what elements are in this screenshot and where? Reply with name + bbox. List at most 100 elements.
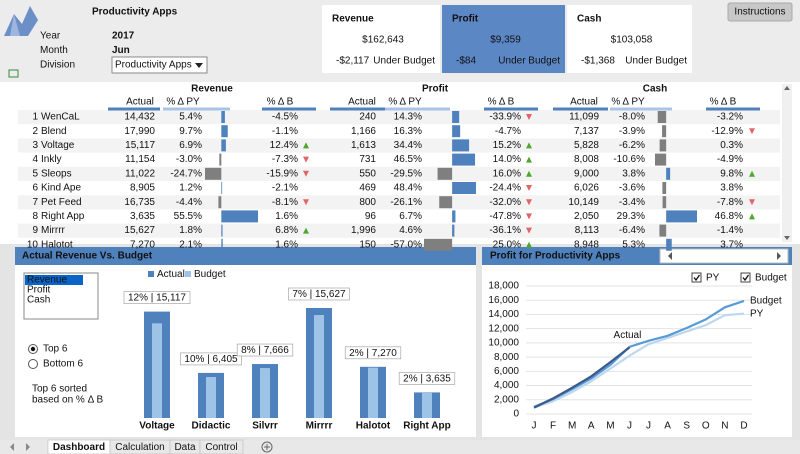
- listbox-item[interactable]: Revenue: [27, 275, 67, 286]
- row-rank: 4: [32, 154, 38, 165]
- column-header: Actual: [348, 97, 376, 108]
- series-line: [533, 346, 631, 409]
- sheet-tab-label[interactable]: Calculation: [115, 442, 164, 453]
- cell-pct-b: -33.9%: [489, 112, 521, 123]
- x-tick-label: Halotot: [356, 421, 391, 432]
- sheet-tab-label[interactable]: Control: [205, 442, 237, 453]
- cell-pct-py: -26.1%: [390, 197, 422, 208]
- listbox-item[interactable]: Profit: [27, 285, 51, 296]
- x-tick-label: F: [550, 421, 556, 432]
- cell-pct-b: -32.0%: [489, 197, 521, 208]
- sheet-tab-label[interactable]: Data: [174, 442, 196, 453]
- sheet-tab[interactable]: [199, 439, 244, 454]
- checkbox-label[interactable]: Budget: [755, 273, 787, 284]
- instructions-label[interactable]: Instructions: [734, 7, 785, 18]
- cell-pct-py: -3.9%: [619, 126, 645, 137]
- column-header: % Δ PY: [166, 97, 200, 108]
- value-label: 12% | 15,117: [128, 293, 186, 304]
- kpi-value: $103,058: [611, 35, 653, 46]
- x-tick-label: A: [664, 421, 671, 432]
- checkbox-label[interactable]: PY: [706, 273, 720, 284]
- value-label: 10% | 6,405: [184, 354, 238, 365]
- trend-up-icon: [526, 156, 532, 163]
- kpi-title: Profit: [452, 14, 479, 25]
- sort-note: Top 6 sorted: [32, 384, 87, 395]
- sort-note: based on % Δ B: [32, 395, 104, 406]
- tab-nav[interactable]: [10, 443, 30, 451]
- cell-pct-b: -12.9%: [711, 126, 743, 137]
- cell-pct-py: 2.1%: [179, 239, 202, 250]
- division-dropdown[interactable]: [111, 56, 208, 74]
- cell-pct-b: -4.5%: [272, 112, 298, 123]
- dropdown-arrow[interactable]: [195, 63, 203, 68]
- instructions-button[interactable]: [727, 2, 793, 22]
- cell-pct-py: 3.8%: [622, 168, 645, 179]
- cell-pct-py: -4.4%: [176, 197, 202, 208]
- trend-up-icon: [526, 241, 532, 248]
- cell-pct-py: -24.7%: [170, 168, 202, 179]
- row-rank: 6: [32, 183, 38, 194]
- trend-up-icon: [749, 170, 755, 177]
- value-label-box: [398, 372, 456, 385]
- cell-actual: 11,154: [125, 154, 155, 165]
- row-name: Kind Ape: [41, 183, 81, 194]
- data-bar: [666, 167, 671, 180]
- sheet-tab-label[interactable]: Dashboard: [53, 442, 105, 453]
- series-line: [533, 312, 745, 409]
- y-tick-label: 18,000: [488, 281, 519, 292]
- kpi-card[interactable]: [567, 5, 692, 73]
- row-stripe: [18, 138, 780, 153]
- value-label-box: [180, 352, 242, 366]
- radio-dot: [30, 346, 36, 352]
- field-label: Month: [40, 45, 68, 56]
- kpi-status: Under Budget: [625, 56, 687, 67]
- bar: [260, 368, 270, 418]
- data-bar: [452, 224, 455, 237]
- table-scrollbar[interactable]: [782, 84, 792, 242]
- data-bar: [424, 238, 453, 251]
- data-bar: [221, 139, 226, 152]
- value-label: 2% | 7,270: [349, 348, 397, 359]
- checkbox[interactable]: [740, 272, 751, 283]
- cell-actual: 7,137: [574, 126, 599, 137]
- kpi-card[interactable]: [442, 5, 565, 73]
- trend-down-icon: [303, 199, 309, 206]
- trend-down-icon: [526, 227, 532, 234]
- chart-scroll-control[interactable]: [659, 248, 789, 264]
- value-label-box: [236, 343, 294, 357]
- cell-actual: 17,990: [124, 126, 155, 137]
- cell-pct-py: -29.5%: [390, 168, 422, 179]
- cell-pct-py: -57.0%: [390, 239, 422, 250]
- cell-actual: 16,735: [124, 197, 155, 208]
- cell-actual: 9,000: [574, 168, 599, 179]
- x-tick-label: Didactic: [192, 421, 231, 432]
- trend-down-icon: [526, 213, 532, 220]
- cell-pct-b: 1.6%: [275, 239, 298, 250]
- data-bar: [221, 210, 258, 223]
- row-rank: 5: [32, 168, 38, 179]
- radio-button[interactable]: [28, 359, 38, 369]
- checkbox[interactable]: [691, 272, 702, 283]
- kpi-card[interactable]: [322, 5, 440, 73]
- logo: [4, 6, 38, 78]
- trend-up-icon: [303, 142, 309, 149]
- cell-pct-py: -8.0%: [619, 112, 645, 123]
- listbox-item[interactable]: Cash: [27, 295, 50, 306]
- cell-actual: 1,613: [351, 140, 376, 151]
- data-bar: [655, 153, 667, 166]
- y-tick-label: 8,000: [494, 352, 519, 363]
- data-bar: [657, 111, 667, 123]
- add-sheet[interactable]: [261, 441, 273, 453]
- column-header: % Δ PY: [388, 97, 422, 108]
- radio-label[interactable]: Top 6: [43, 344, 68, 355]
- row-name: WenCaL: [41, 112, 80, 123]
- radio-label[interactable]: Bottom 6: [43, 359, 83, 370]
- cell-pct-b: 1.6%: [275, 211, 298, 222]
- data-bar: [662, 196, 667, 209]
- series-line: [533, 299, 745, 408]
- cell-pct-b: -8.1%: [272, 197, 298, 208]
- sheet-icon: [8, 69, 19, 78]
- x-tick-label: J: [627, 421, 632, 432]
- cell-actual: 15,117: [125, 140, 155, 151]
